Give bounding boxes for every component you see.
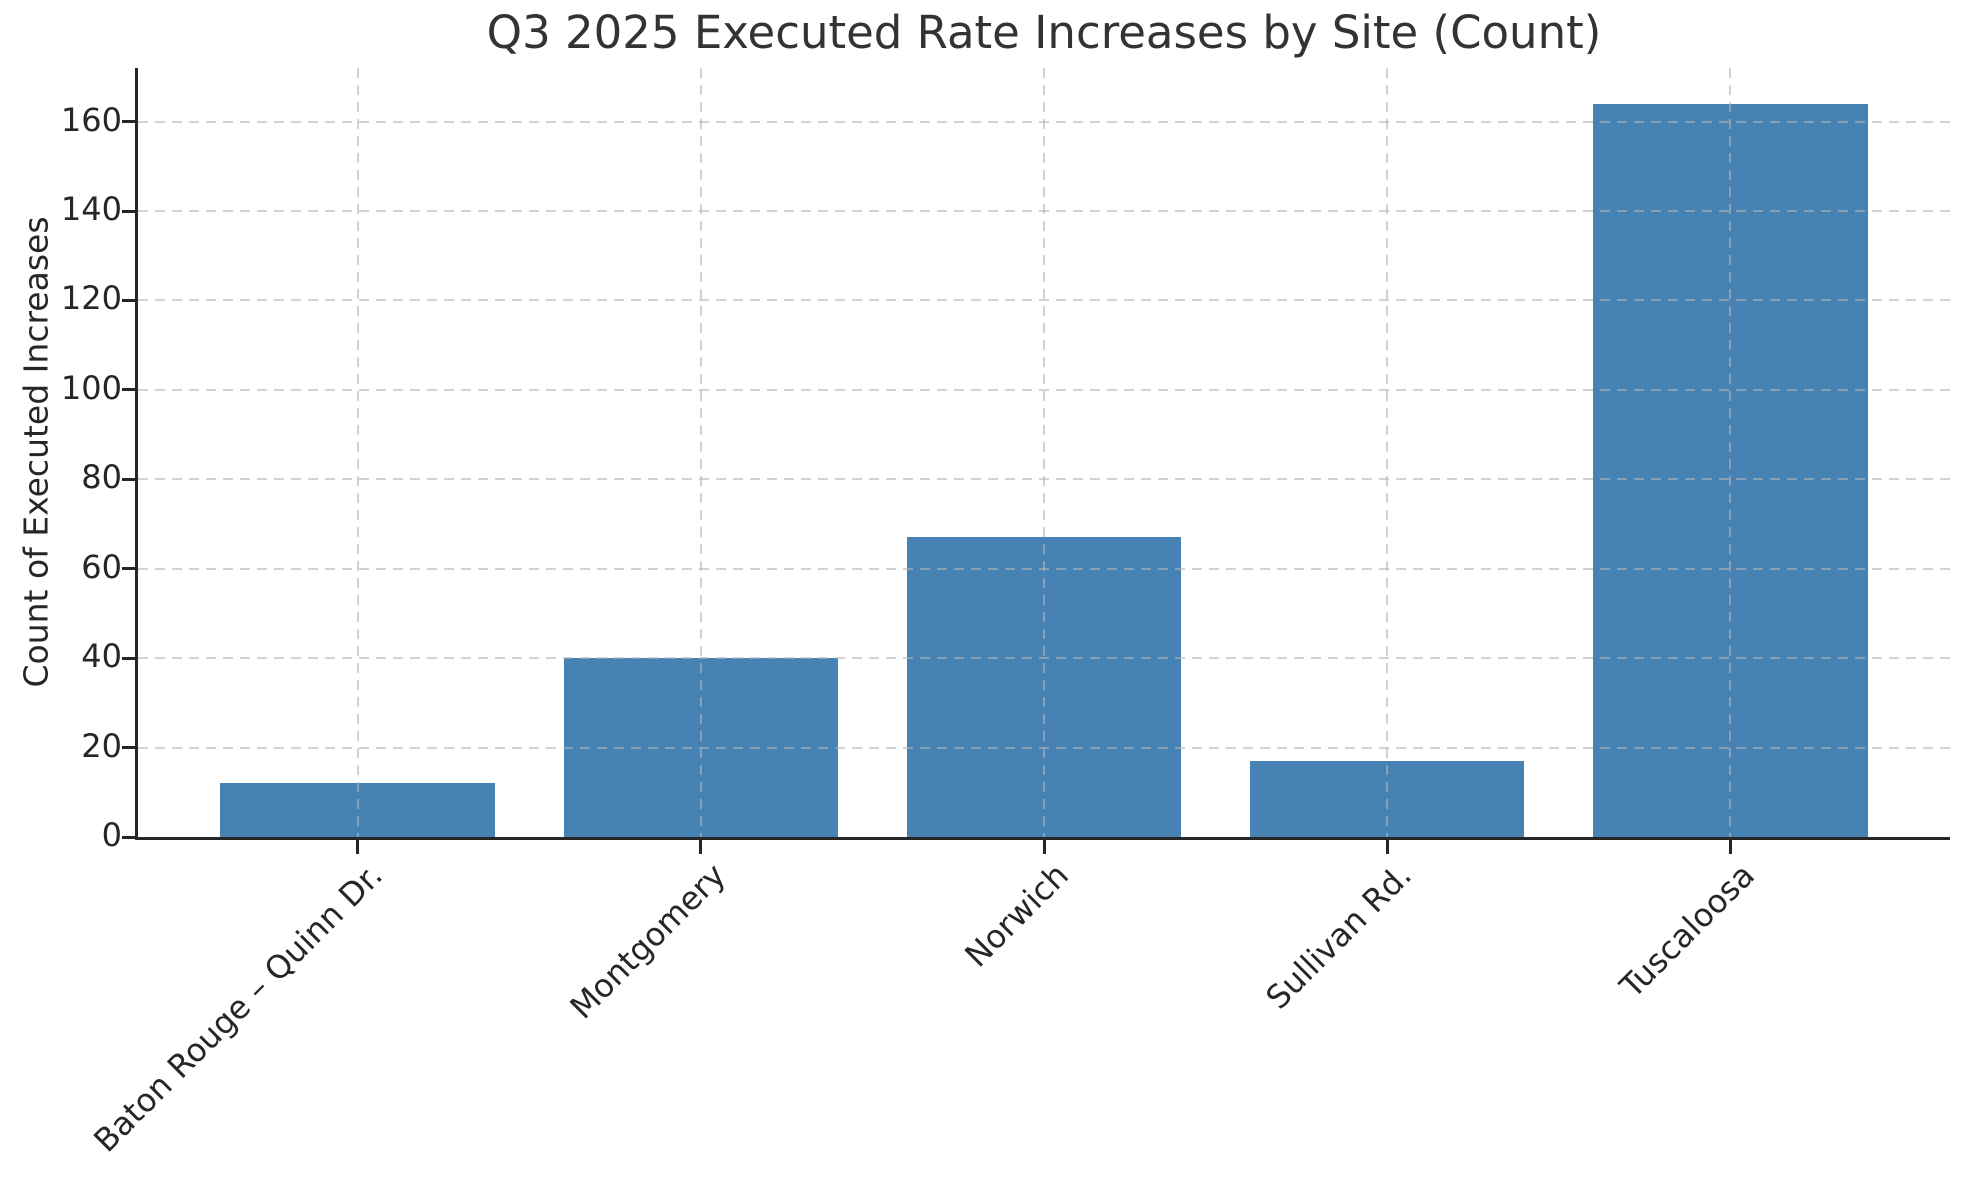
plot-area (122, 68, 1950, 854)
v-gridline-0 (356, 68, 359, 837)
y-tick-label-0: 0 (101, 816, 122, 854)
y-tick-mark-0 (122, 835, 135, 839)
y-axis-spine (135, 68, 138, 840)
x-tick-mark-0 (356, 840, 360, 854)
v-gridline-2 (1043, 68, 1045, 837)
y-tick-label-120: 120 (60, 279, 122, 318)
y-tick-mark-20 (122, 746, 135, 750)
y-tick-mark-140 (122, 209, 135, 213)
y-tick-label-40: 40 (81, 637, 122, 676)
y-tick-label-60: 60 (81, 547, 122, 586)
y-tick-label-80: 80 (81, 458, 122, 497)
y-tick-mark-80 (122, 477, 135, 481)
y-tick-mark-40 (122, 656, 135, 660)
x-tick-mark-1 (699, 840, 703, 854)
chart-title: Q3 2025 Executed Rate Increases by Site … (486, 6, 1602, 59)
y-tick-mark-100 (122, 388, 135, 392)
x-tick-mark-2 (1042, 840, 1046, 854)
y-tick-label-160: 160 (60, 100, 122, 139)
x-axis-spine (135, 837, 1950, 840)
y-tick-mark-160 (122, 120, 135, 124)
v-gridline-3 (1386, 68, 1389, 837)
v-gridline-1 (699, 68, 702, 837)
x-tick-mark-4 (1728, 840, 1732, 854)
y-tick-mark-60 (122, 567, 135, 571)
v-gridline-4 (1729, 68, 1732, 837)
y-tick-label-140: 140 (60, 190, 122, 229)
y-tick-mark-120 (122, 298, 135, 302)
y-tick-label-100: 100 (60, 368, 122, 407)
x-tick-mark-3 (1385, 840, 1389, 854)
x-tick-label-0: Baton Rouge – Quinn Dr. (85, 856, 390, 1160)
y-tick-label-20: 20 (81, 726, 122, 765)
